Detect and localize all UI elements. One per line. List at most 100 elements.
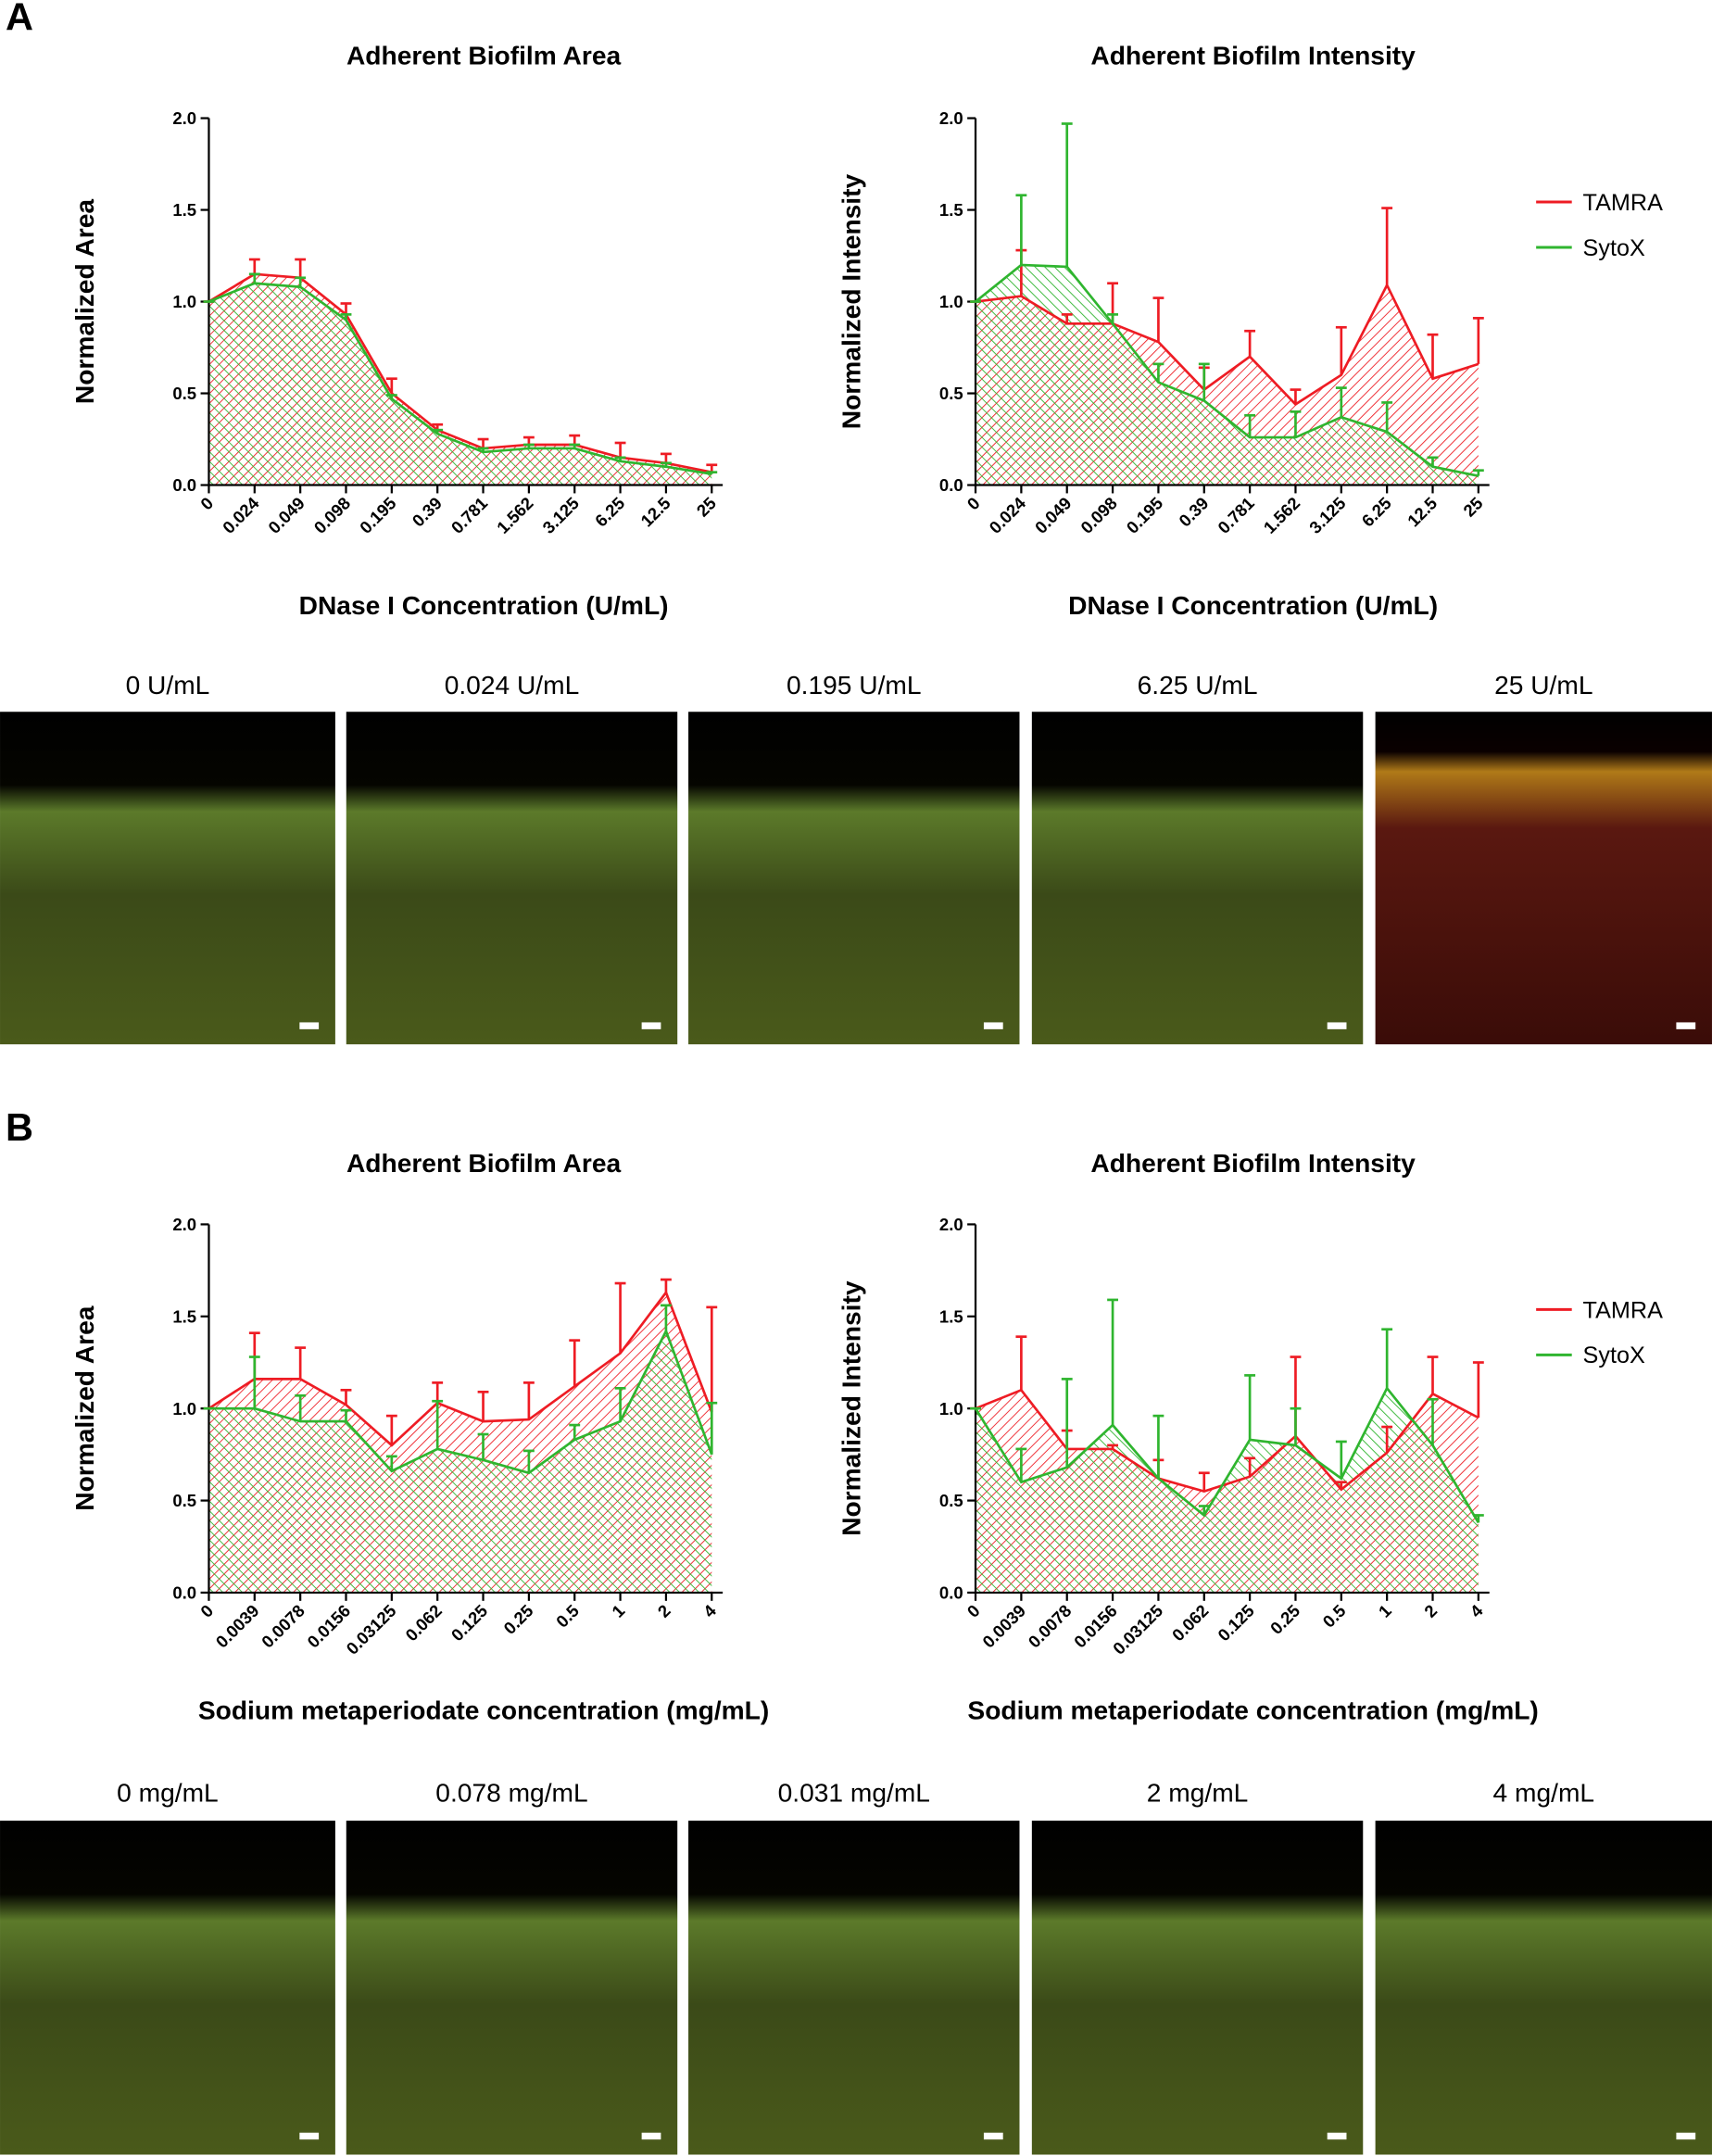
- y-tick-label: 0.0: [172, 475, 196, 495]
- x-tick-label: 0.024: [219, 493, 263, 537]
- x-axis-label: Sodium metaperiodate concentration (mg/m…: [967, 1695, 1538, 1724]
- x-tick-label: 0.125: [1214, 1601, 1258, 1645]
- y-axis-label: Normalized Area: [69, 199, 99, 404]
- error-bar: [1015, 194, 1027, 265]
- y-tick-label: 0.5: [939, 384, 963, 403]
- x-tick-label: 0.125: [447, 1601, 492, 1645]
- error-bar: [614, 1386, 626, 1422]
- error-bar: [1198, 362, 1210, 401]
- x-tick-label: 4: [699, 1600, 721, 1621]
- x-axis-label: DNase I Concentration (U/mL): [299, 590, 669, 620]
- x-tick-label: 0.0078: [1025, 1601, 1076, 1652]
- error-bar: [1152, 1414, 1164, 1479]
- scale-bar: [1676, 2132, 1696, 2140]
- x-tick-label: 12.5: [1404, 493, 1441, 530]
- scale-bar: [641, 1022, 661, 1029]
- y-tick-label: 0.5: [172, 384, 196, 403]
- x-axis-label: Sodium metaperiodate concentration (mg/m…: [198, 1695, 769, 1724]
- error-bar: [295, 1393, 307, 1422]
- y-tick-label: 0.0: [939, 1583, 963, 1603]
- micrograph: [346, 712, 678, 1045]
- scale-bar: [1676, 1022, 1696, 1029]
- x-tick-label: 0: [963, 493, 984, 513]
- y-tick-label: 1.5: [172, 200, 196, 220]
- y-tick-label: 1.5: [939, 200, 963, 220]
- error-bar: [248, 258, 260, 274]
- y-axis-label: Normalized Intensity: [836, 1280, 865, 1536]
- error-bar: [1061, 313, 1073, 324]
- scale-bar: [983, 2132, 1003, 2140]
- x-tick-label: 0.5: [552, 1601, 583, 1632]
- chart-title: Adherent Biofilm Area: [346, 41, 622, 70]
- error-bar: [477, 1390, 489, 1422]
- error-bar: [477, 447, 489, 452]
- x-tick-label: 0.25: [499, 1601, 536, 1638]
- x-tick-label: 0.098: [1076, 493, 1121, 537]
- x-tick-label: 1.562: [1260, 493, 1304, 537]
- x-tick-label: 6.25: [1358, 493, 1395, 530]
- series-line: [975, 282, 1479, 407]
- y-axis-label: Normalized Intensity: [836, 174, 865, 430]
- legend-label: TAMRA: [1583, 1297, 1664, 1323]
- y-tick-label: 2.0: [939, 108, 963, 128]
- micrograph: [1031, 1821, 1364, 2155]
- series-line: [208, 1290, 713, 1447]
- error-bar: [1381, 1425, 1393, 1453]
- panel-label: B: [6, 1105, 33, 1149]
- error-bar: [614, 441, 626, 458]
- error-bar: [340, 313, 352, 321]
- x-tick-label: 0.195: [356, 493, 400, 537]
- error-bar: [248, 1355, 260, 1409]
- x-tick-label: 0.0078: [258, 1601, 308, 1652]
- series-area: [208, 1330, 712, 1593]
- y-tick-label: 1.0: [939, 1399, 963, 1418]
- x-tick-label: 1: [608, 1601, 628, 1621]
- error-bar: [1152, 362, 1164, 383]
- scale-bar: [299, 1022, 320, 1029]
- error-bar: [1290, 388, 1302, 405]
- micrograph: [1031, 712, 1364, 1045]
- error-bar: [1061, 122, 1073, 267]
- x-tick-label: 0.781: [447, 493, 492, 537]
- error-bar: [1381, 1328, 1393, 1389]
- error-bar: [1381, 207, 1393, 285]
- error-bar: [340, 302, 352, 315]
- image-caption: 0.024 U/mL: [445, 670, 580, 700]
- series-line: [208, 1328, 713, 1475]
- scale-bar: [641, 2132, 661, 2140]
- scale-bar: [1327, 2132, 1347, 2140]
- x-tick-label: 0.062: [1168, 1601, 1213, 1645]
- error-bar: [1061, 1378, 1073, 1468]
- y-tick-label: 0.0: [172, 1583, 196, 1603]
- x-tick-label: 0.0039: [978, 1601, 1029, 1652]
- error-bar: [295, 1346, 307, 1380]
- x-tick-label: 1: [1375, 1601, 1395, 1621]
- error-bar: [569, 443, 581, 448]
- x-tick-label: 0.195: [1123, 493, 1167, 537]
- x-tick-label: 0.062: [401, 1601, 446, 1645]
- y-tick-label: 0.5: [172, 1491, 196, 1510]
- error-bar: [1335, 386, 1347, 418]
- image-caption: 0.195 U/mL: [787, 670, 922, 700]
- error-bar: [1107, 1444, 1119, 1449]
- y-tick-label: 0.0: [939, 475, 963, 495]
- legend-label: TAMRA: [1583, 190, 1664, 216]
- error-bar: [1427, 1397, 1439, 1445]
- y-axis-label: Normalized Area: [69, 1305, 99, 1510]
- error-bar: [660, 1304, 672, 1331]
- error-bar: [614, 1281, 626, 1354]
- scale-bar: [1327, 1022, 1347, 1029]
- error-bar: [385, 1455, 397, 1471]
- y-tick-label: 1.0: [172, 292, 196, 311]
- x-tick-label: 0: [196, 1601, 217, 1621]
- error-bar: [1015, 1447, 1027, 1482]
- error-bar: [1107, 1298, 1119, 1426]
- error-bar: [569, 1339, 581, 1387]
- y-tick-label: 1.0: [172, 1399, 196, 1418]
- series-line: [974, 1385, 1479, 1524]
- error-bar: [477, 1432, 489, 1460]
- error-bar: [1335, 1440, 1347, 1479]
- error-bar: [1244, 1456, 1256, 1477]
- chart-title: Adherent Biofilm Area: [346, 1148, 622, 1178]
